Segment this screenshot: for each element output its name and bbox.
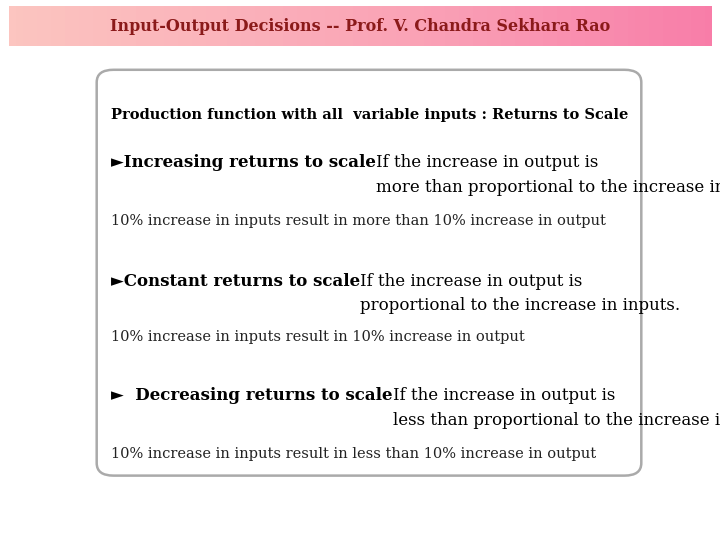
Text: more than proportional to the increase in inputs.: more than proportional to the increase i… [376,179,720,196]
Text: If the increase in output is: If the increase in output is [360,273,582,289]
Text: If the increase in output is: If the increase in output is [392,387,615,404]
Text: ►Constant returns to scale: ►Constant returns to scale [111,273,360,289]
Text: Production function with all  variable inputs : Returns to Scale: Production function with all variable in… [111,107,629,122]
Text: ►Increasing returns to scale: ►Increasing returns to scale [111,154,376,171]
Text: ►  Decreasing returns to scale: ► Decreasing returns to scale [111,387,392,404]
Text: 10% increase in inputs result in more than 10% increase in output: 10% increase in inputs result in more th… [111,214,606,228]
Text: Input-Output Decisions -- Prof. V. Chandra Sekhara Rao: Input-Output Decisions -- Prof. V. Chand… [110,18,610,35]
Text: 10% increase in inputs result in less than 10% increase in output: 10% increase in inputs result in less th… [111,447,596,461]
Text: If the increase in output is: If the increase in output is [376,154,598,171]
FancyBboxPatch shape [96,70,642,476]
Text: less than proportional to the increase in inputs.: less than proportional to the increase i… [392,412,720,429]
Text: 10% increase in inputs result in 10% increase in output: 10% increase in inputs result in 10% inc… [111,330,525,344]
Text: proportional to the increase in inputs.: proportional to the increase in inputs. [360,298,680,314]
